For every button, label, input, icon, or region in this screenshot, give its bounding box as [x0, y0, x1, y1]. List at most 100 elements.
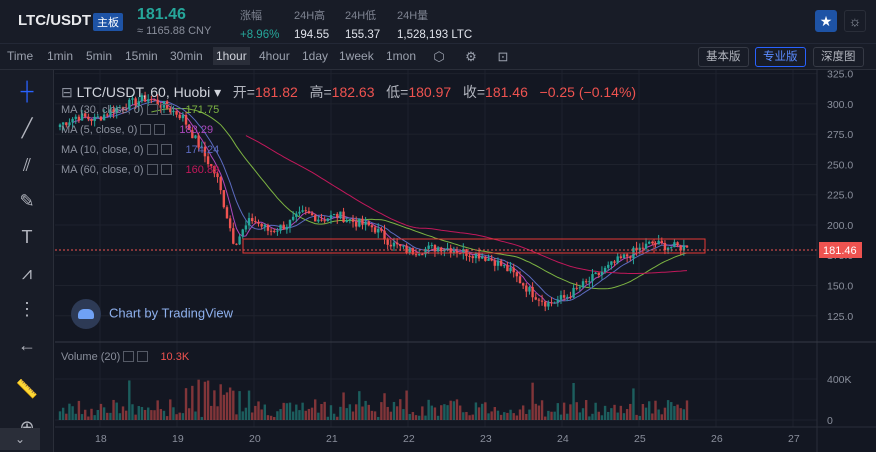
- candle-body: [663, 242, 667, 251]
- candle-body: [181, 115, 185, 119]
- candle-body: [187, 124, 191, 131]
- candle-body: [597, 272, 600, 276]
- sun-icon[interactable]: ☼: [844, 10, 866, 32]
- volume-bar: [77, 400, 81, 420]
- tf-1mon[interactable]: 1mon: [386, 49, 417, 63]
- candle-body: [619, 256, 623, 259]
- candle-body: [474, 252, 478, 259]
- ma-legend-30[interactable]: MA (30, close, 0) 171.75: [61, 104, 220, 116]
- pair-title: LTC/USDT: [18, 12, 92, 29]
- tf-30min[interactable]: 30min: [170, 49, 203, 63]
- candle-body: [395, 242, 399, 245]
- settings-icon[interactable]: ⬡: [433, 49, 445, 64]
- volume-bar: [175, 414, 178, 420]
- volume-bar: [641, 403, 645, 420]
- tf-15min[interactable]: 15min: [125, 49, 158, 63]
- volume-bar: [377, 416, 380, 420]
- volume-bar: [307, 408, 311, 420]
- tf-1day[interactable]: 1day: [302, 49, 329, 63]
- star-icon[interactable]: ★: [815, 10, 837, 32]
- view-depth-button[interactable]: 深度图: [813, 47, 864, 67]
- candle-body: [512, 267, 515, 273]
- volume-bar: [194, 411, 197, 420]
- ma-legend-10[interactable]: MA (10, close, 0) 174.24: [61, 144, 220, 156]
- time-tick-label: 24: [557, 433, 569, 445]
- volume-bar: [496, 410, 500, 420]
- symbol-label[interactable]: LTC/USDT, 60, Huobi: [76, 84, 211, 100]
- tf-1hour[interactable]: 1hour: [213, 47, 250, 65]
- candle-body: [169, 108, 172, 113]
- price-tick-label: 275.0: [827, 129, 853, 141]
- view-basic-button[interactable]: 基本版: [698, 47, 749, 67]
- brush-icon[interactable]: ✎: [19, 191, 35, 211]
- volume-bar: [477, 407, 481, 420]
- tf-5min[interactable]: 5min: [86, 49, 113, 63]
- candle-body: [521, 283, 525, 286]
- candle-body: [354, 221, 358, 227]
- volume-bar: [512, 413, 515, 420]
- candle-body: [600, 272, 604, 276]
- volume-bar: [380, 402, 383, 420]
- volume-bar: [506, 412, 509, 420]
- volume-bar: [474, 402, 478, 420]
- volume-bar: [74, 413, 77, 420]
- volume-bar: [600, 415, 604, 420]
- tf-1week[interactable]: 1week: [339, 49, 374, 63]
- volume-bar: [317, 412, 320, 420]
- volume-bar: [115, 402, 118, 420]
- ma-legend-60[interactable]: MA (60, close, 0) 160.89: [61, 164, 220, 176]
- crosshair-icon[interactable]: ┼: [20, 81, 34, 101]
- volume-bar: [254, 405, 257, 420]
- text-icon[interactable]: T: [21, 227, 33, 247]
- candle-body: [471, 256, 474, 259]
- candle-body: [528, 287, 531, 292]
- candle-body: [304, 210, 307, 212]
- chart-grid: [55, 70, 817, 427]
- volume-bar: [430, 405, 433, 420]
- candle-body: [121, 107, 125, 110]
- fib-icon[interactable]: ⫽: [22, 155, 32, 175]
- volume-bar: [106, 412, 109, 420]
- tradingview-watermark[interactable]: Chart by TradingView: [71, 299, 233, 329]
- tf-time[interactable]: Time: [7, 49, 34, 63]
- candle-body: [273, 230, 276, 232]
- arrow-left-icon[interactable]: ←: [18, 335, 36, 355]
- chevron-down-icon[interactable]: ⌄: [0, 428, 40, 450]
- volume-bar: [169, 399, 172, 420]
- candle-body: [257, 222, 260, 224]
- trend-line-icon[interactable]: ╱: [21, 118, 33, 138]
- ruler-icon[interactable]: 📏: [15, 379, 39, 399]
- volume-legend[interactable]: Volume (20) 10.3K: [61, 351, 190, 363]
- price-chart[interactable]: 325.0300.0275.0250.0225.0200.0175.0150.0…: [55, 70, 876, 452]
- candle-body: [364, 221, 367, 225]
- gear-icon[interactable]: ⚙: [465, 49, 477, 64]
- volume-bar: [232, 390, 235, 420]
- volume-bar: [610, 408, 613, 420]
- volume-bar: [295, 404, 298, 420]
- candle-body: [288, 219, 292, 227]
- candle-body: [685, 245, 689, 248]
- candle-body: [424, 248, 427, 255]
- ma-legend-5[interactable]: MA (5, close, 0) 183.29: [61, 124, 214, 136]
- volume-bar: [150, 410, 153, 420]
- view-pro-button[interactable]: 专业版: [755, 47, 806, 67]
- measure-icon[interactable]: ⋮: [18, 299, 36, 319]
- volume-bar: [644, 407, 648, 420]
- chart-canvas[interactable]: 325.0300.0275.0250.0225.0200.0175.0150.0…: [55, 70, 876, 452]
- candle-body: [295, 213, 298, 217]
- candle-body: [651, 241, 654, 244]
- candle-body: [172, 110, 175, 113]
- volume-bar: [679, 408, 682, 420]
- volume-bar: [518, 409, 522, 420]
- volume-bar: [301, 402, 304, 420]
- range-highlight-2[interactable]: [653, 238, 706, 254]
- ma-line: [151, 107, 688, 290]
- tf-1min[interactable]: 1min: [47, 49, 74, 63]
- screenshot-icon[interactable]: ⊡: [497, 49, 509, 64]
- range-highlight[interactable]: [242, 238, 706, 254]
- candle-body: [644, 243, 648, 249]
- tf-4hour[interactable]: 4hour: [259, 49, 290, 63]
- board-badge: 主板: [93, 13, 123, 31]
- candle-body: [131, 98, 134, 100]
- pattern-icon[interactable]: ⩘: [21, 263, 33, 283]
